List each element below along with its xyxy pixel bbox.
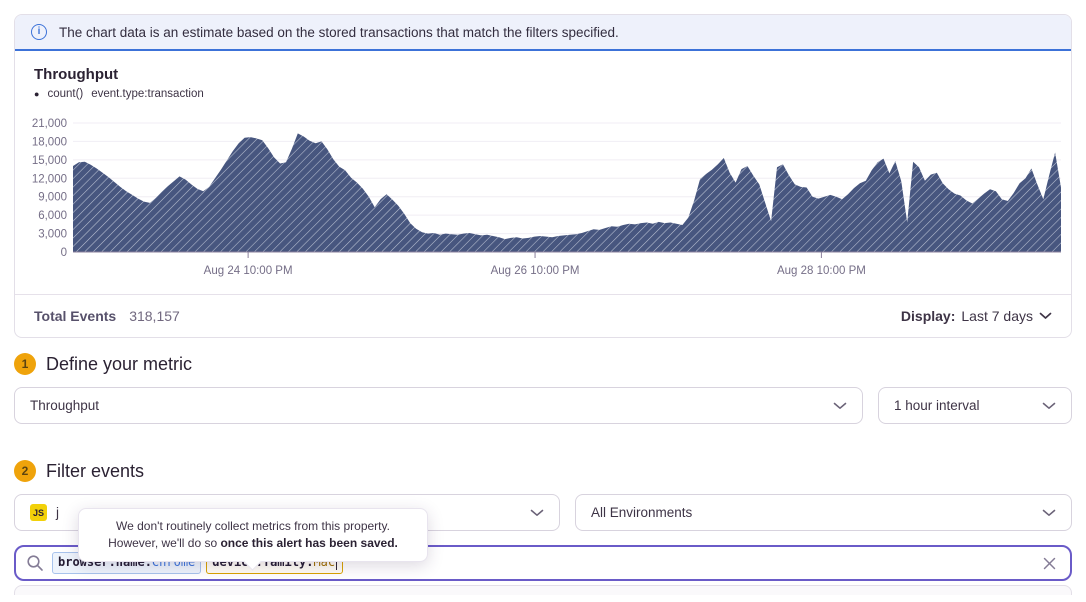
metric-select[interactable]: Throughput [14, 387, 863, 424]
display-dropdown[interactable]: Display: Last 7 days [901, 308, 1052, 324]
info-icon [31, 24, 47, 40]
svg-text:21,000: 21,000 [32, 118, 67, 130]
interval-select[interactable]: 1 hour interval [878, 387, 1072, 424]
svg-text:15,000: 15,000 [32, 155, 67, 167]
svg-text:Aug 26 10:00 PM: Aug 26 10:00 PM [491, 265, 580, 277]
legend-metric: count() [47, 88, 84, 100]
total-events-label: Total Events [34, 308, 117, 324]
throughput-chart[interactable]: 0 3,000 6,000 9,000 12,000 15,000 18,000 21,000… [15, 109, 1071, 281]
svg-text:Aug 24 10:00 PM: Aug 24 10:00 PM [204, 265, 293, 277]
define-metric-title: Define your metric [46, 353, 193, 374]
legend-filter: event.type:transaction [91, 88, 204, 100]
display-value: Last 7 days [961, 308, 1033, 324]
svg-text:6,000: 6,000 [38, 210, 67, 222]
svg-text:0: 0 [61, 247, 67, 259]
search-icon [27, 555, 43, 571]
chart-legend: ● count() event.type:transaction [34, 88, 1052, 100]
total-events-value: 318,157 [129, 308, 180, 324]
display-label: Display: [900, 308, 956, 324]
chevron-down-icon [1039, 312, 1052, 319]
chevron-down-icon [833, 402, 847, 409]
legend-dot-icon: ● [34, 89, 40, 99]
chevron-down-icon [1042, 402, 1056, 409]
environment-select[interactable]: All Environments [575, 494, 1072, 531]
svg-text:12,000: 12,000 [32, 173, 67, 185]
section-define-metric: 1 Define your metric [14, 353, 1072, 375]
section-filter-events: 2 Filter events [14, 460, 1072, 482]
svg-text:Aug 28 10:00 PM: Aug 28 10:00 PM [777, 265, 866, 277]
interval-select-value: 1 hour interval [894, 398, 980, 413]
total-events: Total Events 318,157 [34, 308, 180, 324]
chart-header: Throughput ● count() event.type:transact… [15, 51, 1071, 109]
metrics-collection-tooltip: We don't routinely collect metrics from … [78, 508, 428, 571]
chart-panel: The chart data is an estimate based on t… [14, 14, 1072, 338]
tooltip-line-1: We don't routinely collect metrics from … [116, 519, 390, 533]
info-banner: The chart data is an estimate based on t… [15, 15, 1071, 51]
project-select-value: j [56, 505, 59, 520]
chevron-down-icon [1042, 509, 1056, 516]
clear-search-icon[interactable] [1043, 557, 1056, 570]
javascript-platform-icon: JS [30, 504, 47, 521]
metric-select-value: Throughput [30, 398, 100, 413]
metric-row: Throughput 1 hour interval [14, 387, 1072, 424]
filter-events-title: Filter events [46, 460, 145, 481]
svg-text:18,000: 18,000 [32, 136, 67, 148]
next-panel-top-edge [14, 585, 1072, 595]
svg-text:3,000: 3,000 [38, 229, 67, 241]
svg-text:9,000: 9,000 [38, 192, 67, 204]
info-banner-text: The chart data is an estimate based on t… [59, 24, 619, 40]
chart-footer: Total Events 318,157 Display: Last 7 day… [15, 294, 1071, 337]
text-cursor [336, 555, 338, 571]
chart-title: Throughput [34, 66, 119, 83]
step-2-badge: 2 [14, 460, 36, 482]
tooltip-line-2: However, we'll do so once this alert has… [108, 535, 398, 550]
step-1-badge: 1 [14, 353, 36, 375]
environment-select-value: All Environments [591, 505, 693, 520]
chevron-down-icon [530, 509, 544, 516]
